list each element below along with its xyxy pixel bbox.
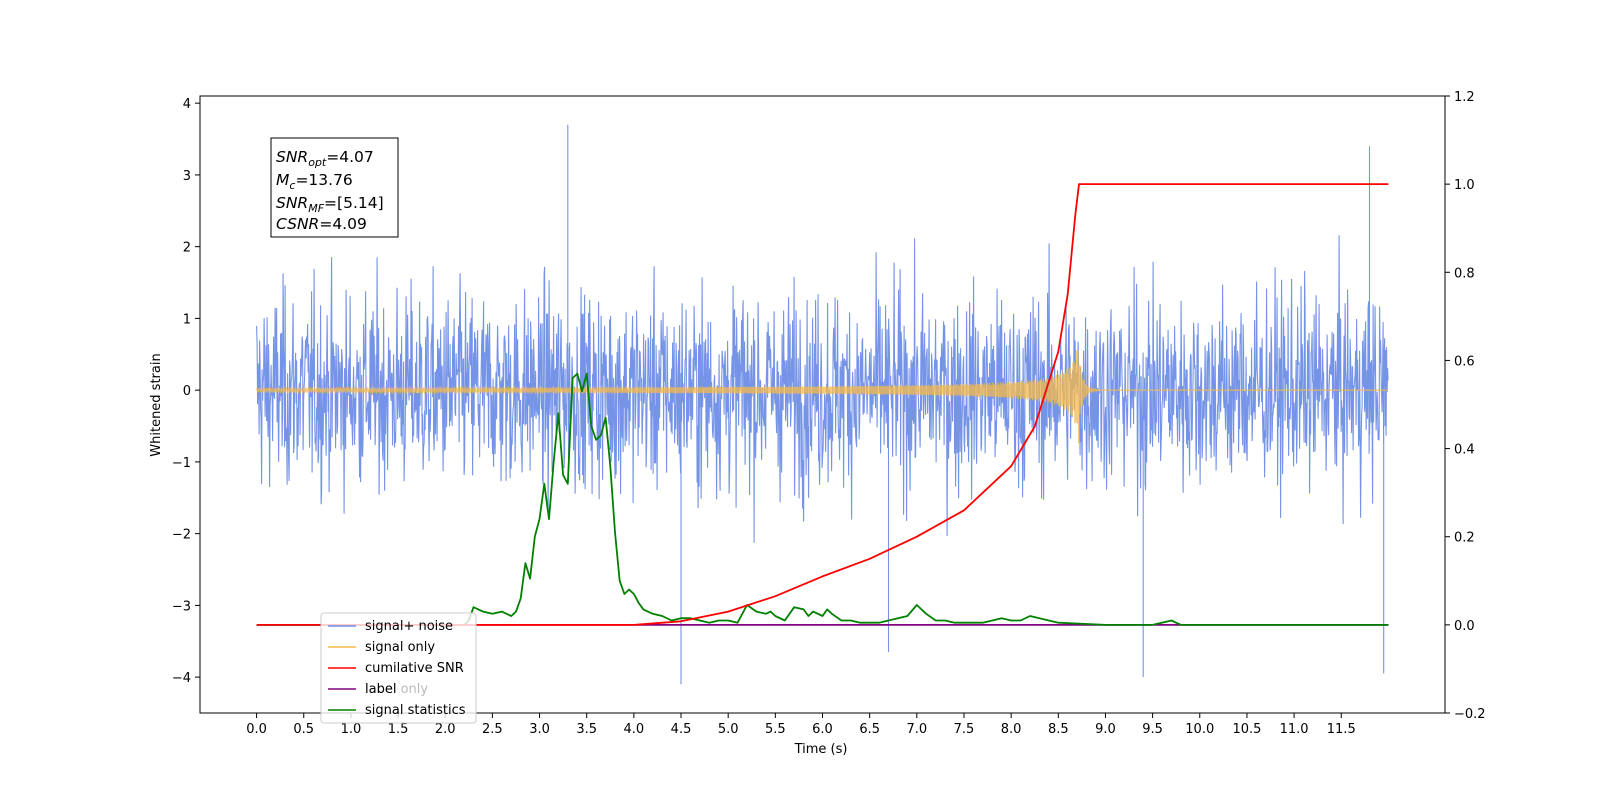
x-tick-label: 0.5 — [293, 722, 314, 737]
x-tick-label: 7.5 — [954, 722, 975, 737]
series-signal-only-line — [255, 350, 1389, 444]
legend-item-signal-only: signal only — [328, 640, 435, 655]
x-axis-label: Time (s) — [794, 742, 848, 757]
legend-label-signal-only: signal only — [365, 640, 435, 655]
y-tick-label: −2 — [172, 528, 191, 543]
legend-label-label: label — [365, 682, 396, 697]
series-cumilative-snr-line — [256, 183, 1389, 626]
y2-tick-label: 1.2 — [1454, 90, 1475, 105]
annotation-mc: Mc=13.76 — [276, 171, 353, 192]
y-tick-label: 2 — [183, 241, 191, 256]
x-tick-label: 3.0 — [529, 722, 550, 737]
y-tick-label: 1 — [183, 312, 191, 327]
y2-tick-label: 0.0 — [1454, 619, 1475, 634]
legend-label-cumilative-snr: cumilative SNR — [365, 661, 464, 676]
legend-label-signal-statistics: signal statistics — [365, 703, 466, 718]
x-tick-label: 8.5 — [1048, 722, 1069, 737]
x-tick-label: 6.0 — [812, 722, 833, 737]
x-tick-label: 0.0 — [246, 722, 267, 737]
x-tick-label: 11.5 — [1327, 722, 1356, 737]
legend-label-label-only: label only — [365, 682, 428, 697]
y-tick-label: 0 — [183, 384, 191, 399]
annotation-frame — [270, 137, 399, 238]
annotation-snr-mf: SNRMF=[5.14] — [276, 194, 384, 215]
y2-tick-label: 0.6 — [1454, 354, 1475, 369]
y2-tick-label: −0.2 — [1454, 707, 1486, 722]
legend-frame — [320, 612, 477, 724]
legend-item-cumilative-snr: cumilative SNR — [328, 661, 464, 676]
x-tick-label: 1.0 — [341, 722, 362, 737]
x-tick-label: 5.5 — [765, 722, 786, 737]
x-tick-label: 5.0 — [718, 722, 739, 737]
y-tick-label: 3 — [183, 169, 191, 184]
x-tick-label: 3.5 — [576, 722, 597, 737]
x-tick-label: 2.0 — [435, 722, 456, 737]
x-tick-label: 9.0 — [1095, 722, 1116, 737]
y-axis-label: Whitened strain — [149, 353, 164, 456]
legend: signal+ noise signal only cumilative SNR… — [320, 612, 477, 724]
y2-tick-label: 0.2 — [1454, 531, 1475, 546]
y-tick-label: −3 — [172, 599, 191, 614]
y-tick-label: 4 — [183, 97, 191, 112]
y2-axis-ticks: 1.2 1.0 0.8 0.6 0.4 0.2 0.0 −0.2 — [1445, 90, 1486, 722]
legend-item-label: label only label — [328, 682, 428, 697]
x-tick-label: 7.0 — [906, 722, 927, 737]
x-tick-label: 8.0 — [1001, 722, 1022, 737]
series-signal-noise-line — [256, 124, 1389, 685]
legend-label-signal-noise: signal+ noise — [365, 619, 453, 634]
x-axis-ticks: 0.0 0.5 1.0 1.5 2.0 2.5 3.0 3.5 4.0 4.5 5.0 5.5 6.0 6… — [246, 713, 1356, 737]
x-tick-label: 9.5 — [1142, 722, 1163, 737]
x-tick-label: 1.5 — [388, 722, 409, 737]
annotation-box: SNRopt=4.07 Mc=13.76 SNRMF=[5.14] CSNR=4… — [270, 137, 399, 238]
y2-tick-label: 1.0 — [1454, 178, 1475, 193]
annotation-snr-opt: SNRopt=4.07 — [276, 148, 374, 169]
y-axis-ticks: 4 3 2 1 0 −1 −2 −3 −4 — [172, 97, 200, 686]
x-tick-label: 4.0 — [624, 722, 645, 737]
y-tick-label: −1 — [172, 456, 191, 471]
x-tick-label: 10.5 — [1232, 722, 1261, 737]
y2-tick-label: 0.4 — [1454, 443, 1475, 458]
legend-item-signal-statistics: signal statistics — [328, 703, 466, 718]
x-tick-label: 4.5 — [671, 722, 692, 737]
x-tick-label: 6.5 — [859, 722, 880, 737]
y-tick-label: −4 — [172, 671, 191, 686]
series-signal-statistics-line — [256, 372, 1389, 626]
x-tick-label: 10.0 — [1185, 722, 1214, 737]
annotation-csnr: CSNR=4.09 — [276, 215, 367, 233]
x-tick-label: 11.0 — [1280, 722, 1309, 737]
legend-item-signal-noise: signal+ noise — [328, 619, 453, 634]
x-tick-label: 2.5 — [482, 722, 503, 737]
y2-tick-label: 0.8 — [1454, 266, 1475, 281]
